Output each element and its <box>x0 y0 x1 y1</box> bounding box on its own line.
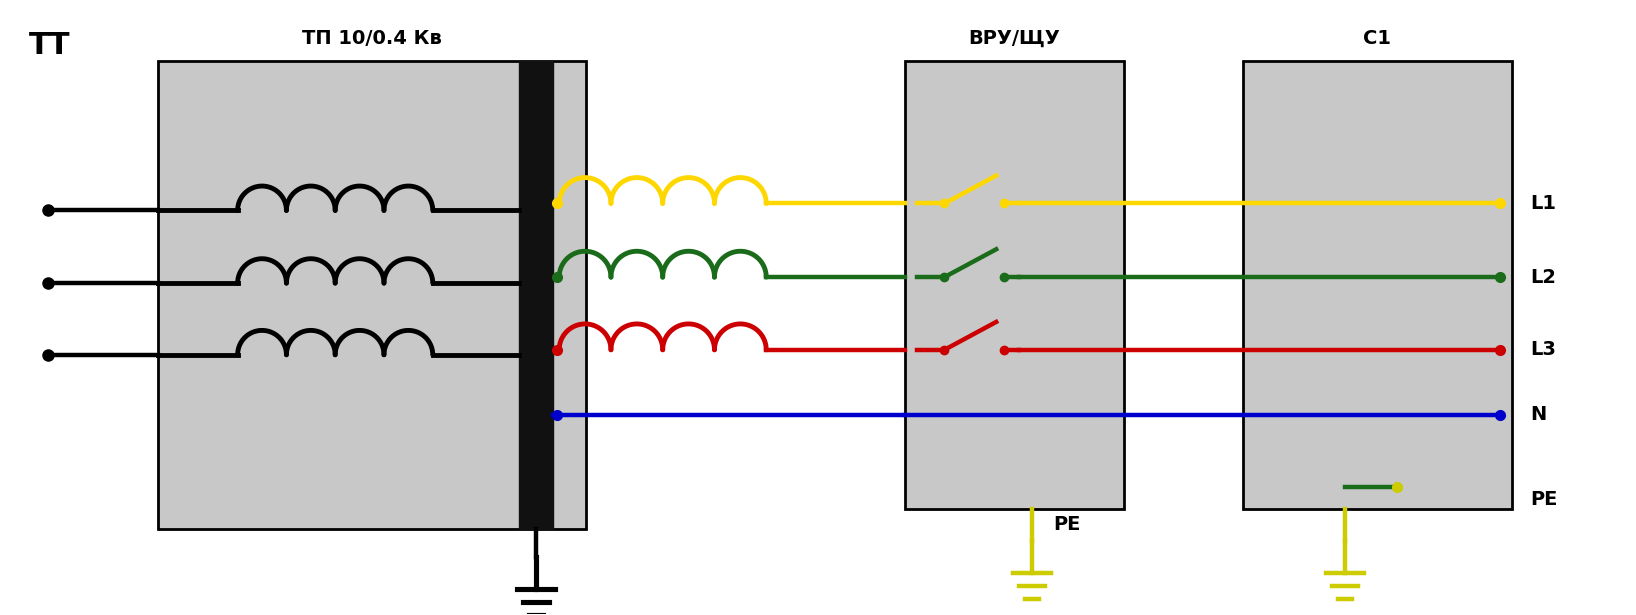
Text: С1: С1 <box>1363 29 1392 48</box>
Text: L3: L3 <box>1530 340 1556 359</box>
Bar <box>905 61 1124 509</box>
Text: PE: PE <box>1530 490 1557 509</box>
Bar <box>1243 61 1512 509</box>
Text: L1: L1 <box>1530 194 1556 213</box>
Text: ТП 10/0.4 Кв: ТП 10/0.4 Кв <box>303 29 442 48</box>
Text: N: N <box>1530 405 1546 424</box>
Text: L2: L2 <box>1530 268 1556 287</box>
Text: ВРУ/ЩУ: ВРУ/ЩУ <box>969 29 1060 48</box>
Text: PE: PE <box>1054 515 1081 534</box>
Bar <box>159 61 586 529</box>
Text: ТТ: ТТ <box>28 31 70 60</box>
